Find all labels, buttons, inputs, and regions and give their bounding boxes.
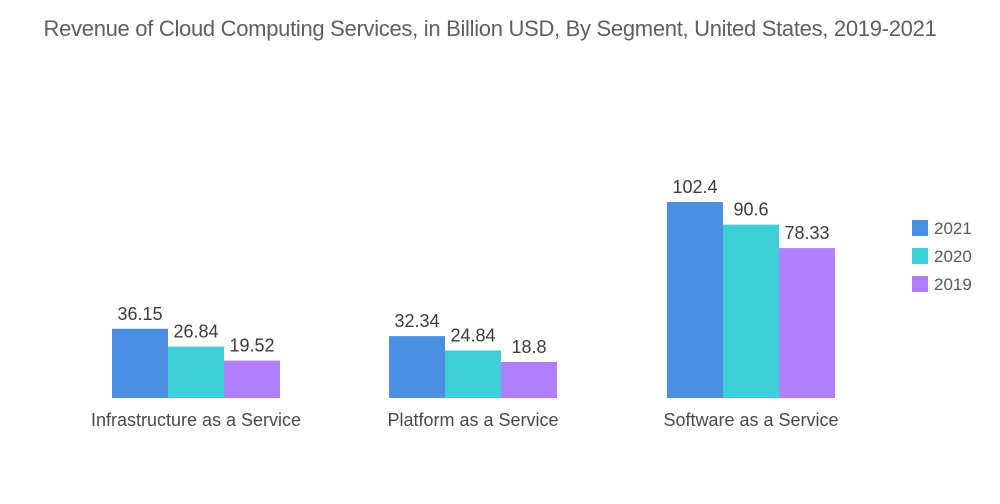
bar-2020-0 (168, 346, 224, 398)
bar-2021-1 (389, 336, 445, 398)
value-label-2019-1: 18.8 (511, 337, 546, 357)
value-label-2021-1: 32.34 (394, 311, 439, 331)
legend-label-2019: 2019 (934, 275, 972, 294)
value-label-2019-0: 19.52 (229, 336, 274, 356)
value-label-2021-2: 102.4 (672, 177, 717, 197)
legend-label-2020: 2020 (934, 247, 972, 266)
category-label-1: Platform as a Service (387, 410, 558, 430)
category-label-2: Software as a Service (663, 410, 838, 430)
legend-swatch-2020 (912, 248, 928, 264)
value-label-2020-1: 24.84 (450, 325, 495, 345)
bar-2021-0 (112, 328, 168, 398)
bar-2020-1 (445, 350, 501, 398)
category-labels-layer: Infrastructure as a Service Platform as a… (91, 410, 839, 430)
bars-layer (112, 202, 835, 398)
legend-label-2021: 2021 (934, 219, 972, 238)
legend-swatch-2019 (912, 276, 928, 292)
value-label-2021-0: 36.15 (117, 304, 162, 324)
bar-2019-0 (224, 360, 280, 398)
value-label-2020-2: 90.6 (733, 200, 768, 220)
bar-2019-1 (501, 362, 557, 398)
bar-2020-2 (723, 224, 779, 398)
value-label-2020-0: 26.84 (173, 322, 218, 342)
chart-title: Revenue of Cloud Computing Services, in … (43, 16, 937, 41)
legend: 2021 2020 2019 (912, 219, 972, 294)
value-labels-layer: 36.15 26.84 19.52 32.34 24.84 18.8 102.4 90.6 78… (117, 177, 829, 357)
bar-2019-2 (779, 248, 835, 398)
bar-2021-2 (667, 202, 723, 398)
value-label-2019-2: 78.33 (784, 223, 829, 243)
legend-swatch-2021 (912, 220, 928, 236)
category-label-0: Infrastructure as a Service (91, 410, 301, 430)
